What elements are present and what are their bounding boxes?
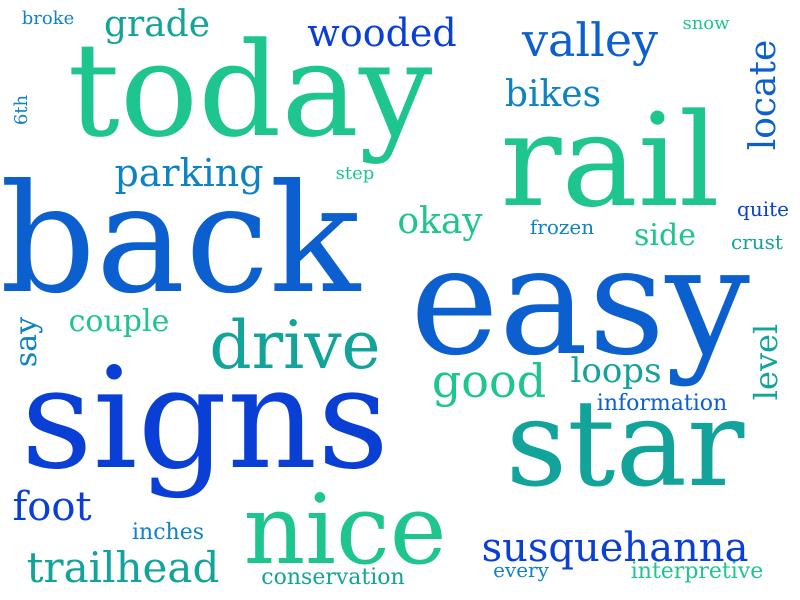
word-drive: drive — [209, 307, 381, 384]
word-6th: 6th — [11, 94, 32, 126]
word-trailhead: trailhead — [26, 543, 220, 592]
word-easy: easy — [410, 215, 750, 389]
word-step: step — [335, 163, 375, 184]
word-say: say — [9, 316, 44, 368]
word-star: star — [505, 375, 745, 514]
word-rail: rail — [500, 87, 720, 236]
word-information: information — [596, 391, 728, 416]
word-couple: couple — [68, 304, 170, 339]
word-every: every — [493, 558, 549, 582]
word-back: back — [0, 153, 361, 327]
word-today: today — [67, 14, 433, 166]
word-conservation: conservation — [261, 565, 405, 590]
word-susquehanna: susquehanna — [481, 525, 749, 571]
word-inches: inches — [131, 520, 205, 545]
word-good: good — [431, 354, 547, 408]
word-valley: valley — [521, 13, 659, 67]
word-grade: grade — [103, 4, 211, 45]
word-loops: loops — [570, 351, 662, 391]
word-parking: parking — [114, 151, 264, 195]
word-crust: crust — [731, 230, 783, 254]
word-interpretive: interpretive — [630, 559, 764, 584]
word-nice: nice — [243, 474, 447, 586]
word-frozen: frozen — [529, 215, 595, 239]
word-locate: locate — [743, 39, 784, 151]
word-signs: signs — [20, 338, 390, 501]
word-side: side — [634, 218, 696, 253]
word-bikes: bikes — [504, 74, 602, 115]
word-quite: quite — [737, 197, 789, 221]
word-okay: okay — [397, 201, 483, 242]
word-foot: foot — [12, 484, 92, 530]
word-level: level — [747, 323, 785, 401]
word-broke: broke — [21, 8, 75, 29]
word-wooded: wooded — [307, 11, 457, 55]
word-snow: snow — [682, 13, 730, 34]
